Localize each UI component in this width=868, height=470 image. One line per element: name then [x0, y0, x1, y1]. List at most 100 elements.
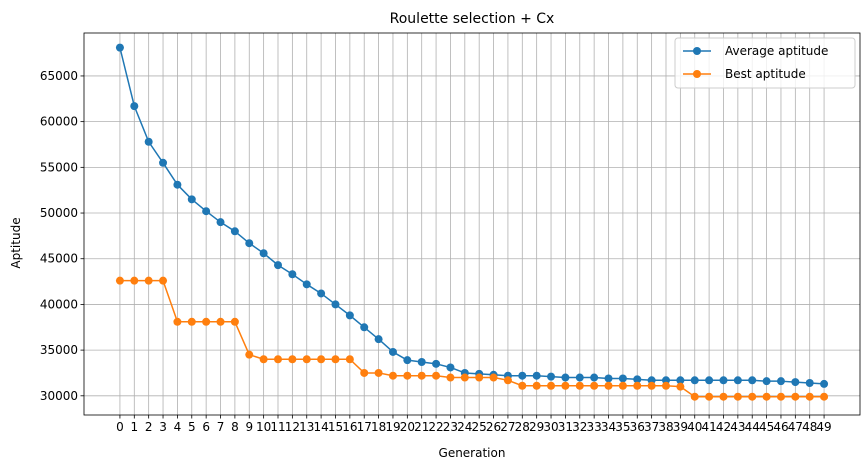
series-1 [115, 276, 829, 401]
x-tick-label: 7 [217, 420, 225, 434]
x-tick-label: 20 [400, 420, 415, 434]
data-point [647, 376, 656, 385]
data-point [748, 376, 757, 385]
data-point [776, 392, 785, 401]
data-point [159, 276, 168, 285]
x-tick-label: 34 [601, 420, 616, 434]
data-point [446, 363, 455, 372]
data-point [575, 381, 584, 390]
x-tick-label: 40 [687, 420, 702, 434]
data-point [805, 392, 814, 401]
y-tick-label: 60000 [40, 115, 78, 129]
data-point [532, 381, 541, 390]
data-point [274, 261, 282, 270]
x-tick-label: 48 [802, 420, 817, 434]
data-point [719, 376, 728, 385]
data-point [130, 276, 139, 285]
data-point [374, 335, 383, 344]
data-point [374, 368, 383, 377]
data-point [259, 249, 268, 258]
x-tick-label: 9 [245, 420, 253, 434]
data-point [719, 392, 728, 401]
data-point [245, 239, 254, 248]
x-tick-label: 0 [116, 420, 124, 434]
x-tick-label: 19 [385, 420, 400, 434]
x-tick-label: 25 [472, 420, 487, 434]
data-point [618, 381, 627, 390]
x-tick-label: 30 [543, 420, 558, 434]
data-point [518, 381, 527, 390]
series-line [119, 47, 825, 385]
x-tick-label: 12 [285, 420, 300, 434]
data-point [705, 392, 714, 401]
data-point [230, 317, 239, 326]
y-tick-label: 35000 [40, 343, 78, 357]
data-point [115, 276, 124, 285]
data-point [733, 392, 742, 401]
data-point [173, 317, 182, 326]
data-point [331, 300, 340, 309]
x-tick-label: 21 [414, 420, 429, 434]
data-point [144, 276, 153, 285]
data-point [690, 376, 699, 385]
x-tick-label: 3 [159, 420, 167, 434]
data-point [432, 371, 441, 380]
data-point [360, 323, 369, 332]
x-tick-label: 35 [615, 420, 630, 434]
series-0 [115, 43, 829, 388]
data-point [805, 379, 814, 388]
x-tick-label: 24 [457, 420, 472, 434]
data-point [762, 377, 771, 386]
data-point [317, 289, 326, 298]
data-point [561, 373, 570, 382]
data-point [604, 374, 613, 383]
data-point [561, 381, 570, 390]
data-point [590, 381, 599, 390]
y-tick-label: 65000 [40, 69, 78, 83]
x-tick-label: 18 [371, 420, 386, 434]
data-point [820, 392, 829, 401]
data-point [575, 373, 584, 382]
y-tick-label: 55000 [40, 160, 78, 174]
data-point [202, 207, 211, 216]
x-tick-label: 1 [130, 420, 138, 434]
legend-box [674, 37, 856, 89]
legend-swatch-marker [693, 70, 701, 78]
series-layer [115, 43, 829, 401]
x-tick-label: 42 [716, 420, 731, 434]
x-tick-label: 13 [299, 420, 314, 434]
x-tick-label: 4 [174, 420, 182, 434]
data-point [130, 102, 139, 111]
data-point [187, 317, 196, 326]
legend-label: Average aptitude [725, 44, 828, 58]
data-point [216, 218, 225, 227]
x-tick-label: 29 [529, 420, 544, 434]
x-tick-label: 33 [587, 420, 602, 434]
data-point [518, 371, 527, 380]
x-axis-label: Generation [439, 446, 506, 460]
y-tick-label: 50000 [40, 206, 78, 220]
data-point [360, 368, 369, 377]
x-tick-label: 46 [773, 420, 788, 434]
data-point [173, 180, 182, 189]
data-point [403, 356, 412, 365]
data-point [733, 376, 742, 385]
data-point [259, 355, 268, 364]
x-tick-label: 32 [572, 420, 587, 434]
x-tick-label: 39 [673, 420, 688, 434]
data-point [403, 371, 412, 380]
data-point [791, 378, 800, 387]
data-point [676, 376, 685, 385]
data-point [288, 270, 297, 279]
x-tick-label: 14 [313, 420, 328, 434]
y-axis-ticks: 30000 35000 40000 45000 50000 55000 60000 65000 [40, 69, 84, 403]
data-point [288, 355, 297, 364]
data-point [776, 377, 785, 386]
x-tick-label: 44 [745, 420, 760, 434]
x-tick-label: 2 [145, 420, 153, 434]
data-point [274, 355, 282, 364]
data-point [230, 227, 239, 236]
y-tick-label: 30000 [40, 389, 78, 403]
x-tick-label: 5 [188, 420, 196, 434]
